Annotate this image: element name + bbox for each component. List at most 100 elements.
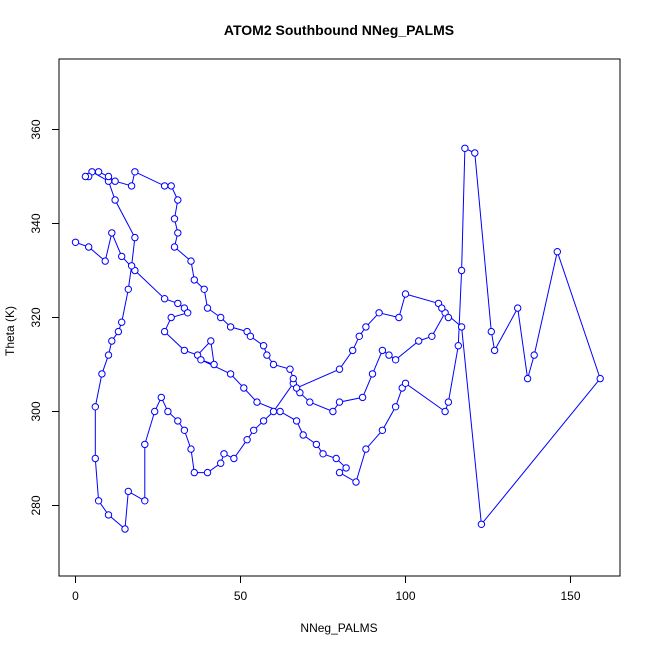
data-point <box>477 520 486 528</box>
data-point <box>319 450 327 458</box>
data-point <box>306 398 314 406</box>
data-point <box>81 172 90 181</box>
data-point <box>292 417 301 425</box>
data-point <box>127 262 136 270</box>
data-point <box>286 365 294 373</box>
data-point <box>203 468 212 477</box>
data-point <box>428 332 436 340</box>
data-point <box>164 407 172 416</box>
data-point <box>259 342 268 350</box>
data-point <box>401 290 410 298</box>
data-point <box>385 351 393 359</box>
data-point <box>378 346 387 355</box>
data-point <box>553 248 561 256</box>
data-point <box>391 403 400 411</box>
data-point <box>259 417 268 425</box>
y-axis-label: Theta (K) <box>3 306 17 356</box>
data-point <box>98 370 106 378</box>
data-point <box>240 384 248 392</box>
data-point <box>203 304 212 312</box>
data-point <box>141 440 149 449</box>
data-point <box>299 431 307 439</box>
data-point <box>160 327 169 336</box>
data-point <box>180 346 189 355</box>
y-tick-label: 340 <box>29 213 43 233</box>
data-point <box>395 313 403 322</box>
data-point <box>335 468 344 477</box>
data-point <box>226 323 235 331</box>
data-point <box>378 426 387 434</box>
data-point <box>104 172 113 181</box>
chart-title: ATOM2 Southbound NNeg_PALMS <box>224 22 454 38</box>
data-point <box>167 182 175 190</box>
data-point <box>101 257 109 265</box>
data-point <box>226 370 235 378</box>
data-point <box>127 182 136 190</box>
data-point <box>157 393 166 402</box>
data-point <box>312 440 321 449</box>
data-point <box>151 407 159 416</box>
data-point <box>250 426 258 434</box>
data-point <box>391 356 400 364</box>
data-point <box>368 370 377 378</box>
data-point <box>187 257 195 265</box>
data-point <box>461 144 469 153</box>
data-point <box>121 525 129 533</box>
data-point <box>111 177 119 185</box>
data-point <box>523 374 532 383</box>
data-point <box>170 215 179 223</box>
data-point <box>118 252 126 261</box>
y-tick-label: 320 <box>29 307 43 327</box>
data-point <box>454 342 462 350</box>
data-point <box>174 299 182 308</box>
data-point <box>108 337 116 345</box>
data-point <box>362 323 370 331</box>
data-point <box>514 304 522 312</box>
data-point <box>352 478 360 486</box>
data-point <box>487 327 495 336</box>
data-point <box>71 238 80 247</box>
data-point <box>276 407 284 416</box>
data-point <box>197 356 205 364</box>
data-point <box>108 229 116 237</box>
data-point <box>329 407 337 416</box>
data-point <box>349 346 357 355</box>
data-point <box>530 351 538 359</box>
data-point <box>94 497 103 505</box>
data-point <box>210 360 218 369</box>
data-point <box>160 182 169 190</box>
data-point <box>332 454 340 463</box>
data-point <box>269 407 278 416</box>
x-axis: 0 50 100 150 <box>72 575 581 603</box>
data-point <box>200 285 208 293</box>
data-point <box>457 323 466 331</box>
data-point <box>167 313 175 322</box>
data-point <box>190 468 199 477</box>
data-point <box>335 398 344 406</box>
data-point <box>124 285 133 293</box>
data-point <box>217 459 225 467</box>
y-tick-label: 360 <box>29 119 43 139</box>
data-point <box>355 332 363 340</box>
x-axis-label: NNeg_PALMS <box>300 621 377 635</box>
data-point <box>118 318 126 326</box>
y-tick-label: 280 <box>29 495 43 515</box>
x-tick-label: 150 <box>560 589 580 603</box>
data-point <box>190 276 199 284</box>
data-point <box>342 464 350 472</box>
data-point <box>441 407 449 416</box>
data-point <box>170 243 179 251</box>
data-point <box>457 266 466 275</box>
data-point <box>207 337 215 345</box>
data-point <box>335 365 344 373</box>
data-point <box>217 313 225 322</box>
data-point <box>289 374 297 383</box>
data-point <box>362 445 370 453</box>
data-point <box>187 445 195 453</box>
series-layer <box>71 144 604 533</box>
x-tick-label: 0 <box>72 589 79 603</box>
data-point <box>438 304 446 312</box>
data-point <box>490 346 499 355</box>
